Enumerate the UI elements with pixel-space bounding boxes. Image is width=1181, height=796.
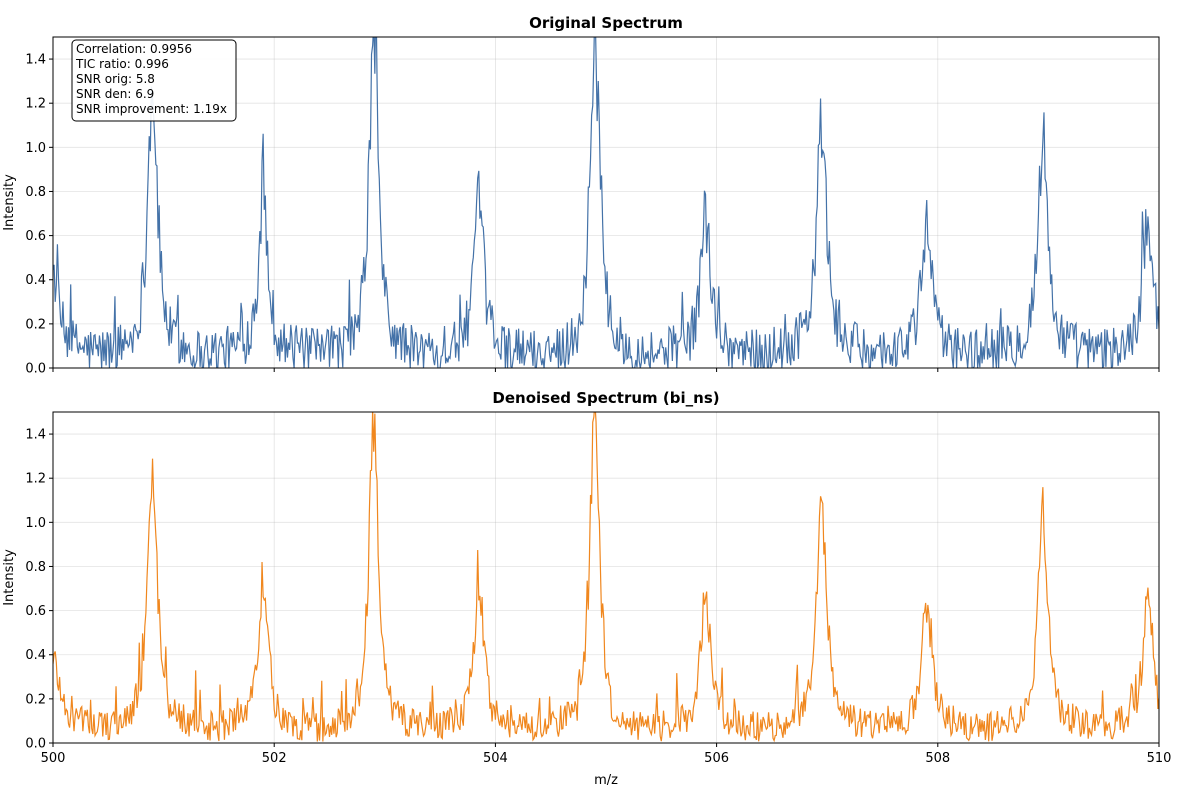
- y-tick-label: 0.2: [25, 317, 46, 332]
- denoised-spectrum-panel: 0.0 0.2 0.4 0.6 0.8 1.0 1.2 1.4 500 502 504 506 508 5…: [2, 389, 1171, 788]
- y-tick-label: 0.8: [25, 560, 46, 575]
- y-tick-label: 1.2: [25, 472, 46, 487]
- stats-line: SNR improvement: 1.19x: [76, 102, 227, 116]
- original-spectrum-panel: 0.0 0.2 0.4 0.6 0.8 1.0 1.2 1.4 Original Spectru…: [2, 14, 1160, 377]
- y-tick-label: 1.4: [25, 53, 46, 68]
- y-tick-label: 0.4: [25, 648, 46, 663]
- plot-frame: [52, 411, 1160, 744]
- series-line: [53, 412, 1159, 743]
- y-tick-label: 1.0: [25, 141, 46, 156]
- x-tick-label: 504: [483, 751, 508, 766]
- stats-line: SNR den: 6.9: [76, 87, 154, 101]
- x-tick-label: 508: [925, 751, 950, 766]
- stats-line: Correlation: 0.9956: [76, 42, 192, 56]
- y-tick-label: 1.4: [25, 428, 46, 443]
- x-tick-label: 506: [704, 751, 729, 766]
- stats-box: [71, 39, 237, 122]
- y-tick-label: 0.6: [25, 229, 46, 244]
- x-tick-label: 500: [41, 751, 66, 766]
- x-axis-label: m/z: [594, 773, 618, 788]
- y-tick-label: 0.8: [25, 185, 46, 200]
- y-tick-label: 0.0: [25, 362, 46, 377]
- y-tick-label: 0.2: [25, 692, 46, 707]
- y-tick-label: 0.0: [25, 737, 46, 752]
- series-line: [53, 37, 1159, 368]
- chart-title: Original Spectrum: [529, 14, 683, 32]
- stats-line: TIC ratio: 0.996: [75, 57, 169, 71]
- y-tick-label: 0.6: [25, 604, 46, 619]
- x-tick-label: 502: [262, 751, 287, 766]
- chart-title: Denoised Spectrum (bi_ns): [492, 389, 719, 407]
- stats-line: SNR orig: 5.8: [76, 72, 155, 86]
- y-axis-label: Intensity: [2, 549, 17, 606]
- y-tick-label: 1.0: [25, 516, 46, 531]
- y-axis-label: Intensity: [2, 174, 17, 231]
- x-tick-label: 510: [1147, 751, 1172, 766]
- y-tick-label: 1.2: [25, 97, 46, 112]
- y-tick-label: 0.4: [25, 273, 46, 288]
- plot-frame: [52, 36, 1160, 369]
